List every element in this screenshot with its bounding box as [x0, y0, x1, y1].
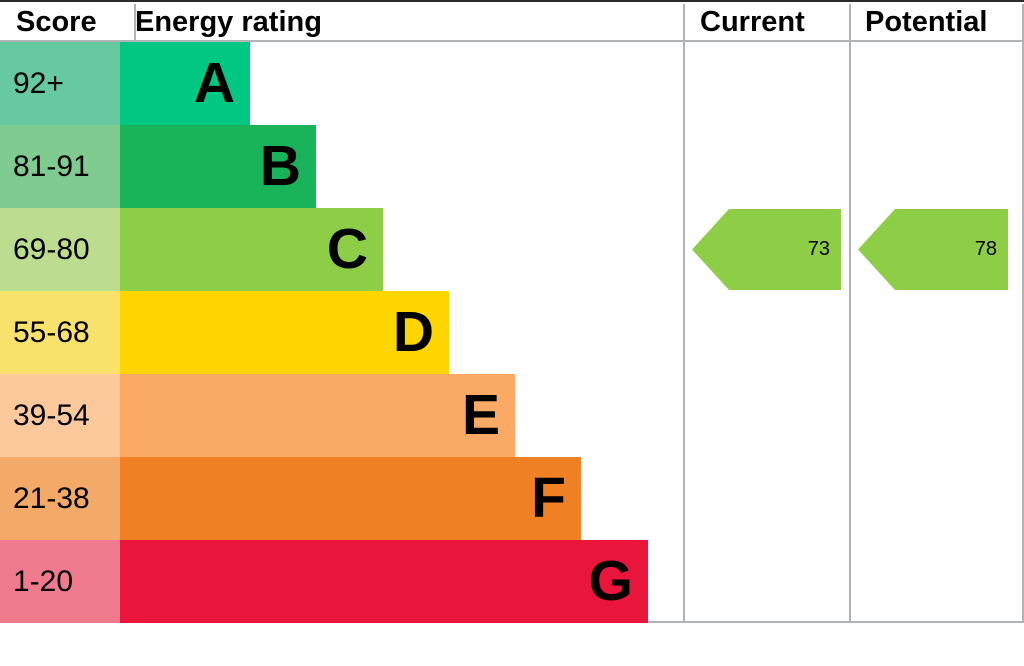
band-bar-e: E: [120, 374, 515, 457]
band-letter-g: G: [588, 549, 633, 613]
band-score-d: 55-68: [0, 291, 120, 374]
band-letter-b: B: [259, 134, 301, 198]
column-divider-potential: [849, 4, 851, 623]
band-row-c: 69-80 C: [0, 208, 684, 291]
column-divider-current: [683, 4, 685, 623]
band-letter-f: F: [531, 466, 566, 530]
band-row-b: 81-91 B: [0, 125, 684, 208]
left-arrow-icon: [858, 209, 1008, 290]
band-bar-d: D: [120, 291, 449, 374]
band-bar-b: B: [120, 125, 316, 208]
band-bar-c: C: [120, 208, 383, 291]
band-row-d: 55-68 D: [0, 291, 684, 374]
band-letter-c: C: [326, 217, 368, 281]
potential-rating-value: 78: [974, 238, 997, 260]
band-score-f: 21-38: [0, 457, 120, 540]
left-arrow-icon: [692, 209, 841, 290]
band-letter-e: E: [461, 383, 500, 447]
header-current: Current: [700, 5, 805, 38]
band-bar-f: F: [120, 457, 581, 540]
band-score-b: 81-91: [0, 125, 120, 208]
header-score: Score: [0, 4, 136, 40]
band-bar-g: G: [120, 540, 648, 623]
band-score-a: 92+: [0, 42, 120, 125]
band-row-f: 21-38 F: [0, 457, 684, 540]
current-rating-value: 73: [807, 238, 830, 260]
header-energy-rating: Energy rating: [135, 5, 322, 38]
band-rows: 92+ A 81-91 B 69-80 C 55-68: [0, 42, 684, 623]
column-divider-right: [1022, 4, 1024, 623]
current-rating-arrow: 73: [692, 209, 841, 290]
band-row-g: 1-20 G: [0, 540, 684, 623]
band-letter-d: D: [392, 300, 434, 364]
band-row-a: 92+ A: [0, 42, 684, 125]
band-score-c: 69-80: [0, 208, 120, 291]
band-score-g: 1-20: [0, 540, 120, 623]
potential-rating-arrow: 78: [858, 209, 1008, 290]
band-letter-a: A: [193, 51, 235, 115]
chart-header: Score Energy rating Current Potential: [0, 4, 1024, 42]
header-potential: Potential: [865, 5, 988, 38]
band-row-e: 39-54 E: [0, 374, 684, 457]
band-bar-a: A: [120, 42, 250, 125]
chart-area: Score Energy rating Current Potential 92…: [0, 0, 1024, 623]
band-score-e: 39-54: [0, 374, 120, 457]
